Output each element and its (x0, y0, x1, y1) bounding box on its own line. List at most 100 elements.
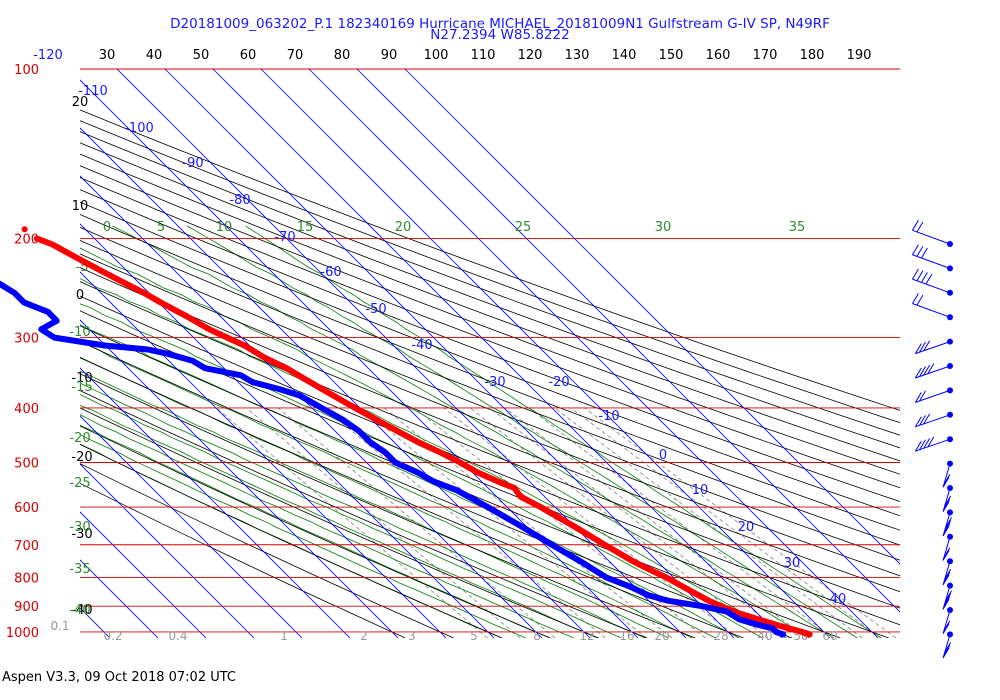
moist-adiabat-label: -35 (69, 562, 90, 577)
moist-adiabat-label: -30 (69, 520, 90, 535)
wind-barb (911, 220, 953, 247)
dry-adiabat-line (80, 120, 900, 424)
wind-barb (911, 268, 953, 296)
isotherm-line (164, 69, 735, 638)
moist-adiabat-line (80, 357, 693, 638)
pressure-tick-label: 700 (14, 539, 39, 554)
isotherm-label: -60 (320, 265, 341, 280)
mixing-ratio-line (554, 407, 863, 638)
moist-adiabat-top-label: 5 (157, 220, 165, 235)
top-temperature-tick: 70 (287, 48, 304, 63)
wind-barb (942, 509, 953, 537)
pressure-tick-label: 900 (14, 600, 39, 615)
mixing-ratio-label: 0.1 (50, 619, 69, 633)
mixing-ratio-line (360, 407, 647, 638)
dry-adiabat-line (80, 189, 900, 503)
pressure-tick-label: 200 (14, 232, 39, 247)
moist-adiabat-label: -20 (69, 431, 90, 446)
isotherm-label: -50 (365, 302, 386, 317)
moist-adiabat-line (186, 225, 858, 638)
isotherm-line (404, 69, 900, 565)
mixing-ratio-line (323, 407, 606, 638)
dry-adiabat-line (80, 153, 900, 462)
dry-adiabat-line (80, 253, 900, 577)
top-temperature-tick: 90 (381, 48, 398, 63)
moist-adiabat-line (80, 247, 811, 638)
top-temperature-tick: -120 (33, 48, 63, 63)
dry-adiabat-label: -20 (71, 450, 92, 465)
isotherm-label: 20 (738, 520, 755, 535)
wind-barb (914, 411, 953, 428)
moist-adiabat-line (80, 370, 669, 638)
dry-adiabat-line (80, 214, 900, 531)
moist-adiabat-line (80, 414, 574, 638)
moist-adiabat-label: -15 (71, 380, 92, 395)
mixing-ratio-label: 40 (757, 629, 772, 643)
dry-adiabat-line (80, 131, 900, 436)
pressure-tick-label: 100 (14, 63, 39, 78)
mixing-ratio-line (414, 407, 706, 638)
wind-barb (914, 338, 953, 355)
isotherm-line (260, 69, 831, 638)
dry-adiabat-line (80, 356, 744, 638)
dry-adiabat-line (80, 165, 900, 475)
moist-adiabat-label: -25 (69, 476, 90, 491)
dry-adiabat-label: -30 (71, 527, 92, 542)
mixing-ratio-label: 5 (470, 629, 478, 643)
mixing-ratio-line (246, 407, 521, 638)
mixing-ratio-line (383, 407, 673, 638)
wind-barb (942, 582, 953, 610)
dry-adiabat-line (80, 425, 551, 638)
moist-adiabat-label: -40 (69, 603, 90, 618)
dry-adiabat-label: 10 (72, 199, 89, 214)
mixing-ratio-line (470, 407, 768, 638)
mixing-ratio-label: 0.4 (168, 629, 187, 643)
top-temperature-tick: 80 (334, 48, 351, 63)
top-temperature-tick: 60 (240, 48, 257, 63)
wind-barb (911, 244, 953, 272)
wind-barb (911, 293, 953, 321)
dry-adiabat-line (80, 390, 648, 638)
moist-adiabat-label: -10 (69, 325, 90, 340)
top-temperature-tick: 160 (706, 48, 731, 63)
mixing-ratio-line (584, 407, 897, 638)
dry-adiabat-label: 0 (76, 288, 84, 303)
mixing-ratio-label: 8 (533, 629, 541, 643)
moist-adiabat-line (80, 341, 716, 638)
dry-adiabat-line (80, 463, 454, 638)
isotherm-line (212, 69, 783, 638)
chart-subtitle: N27.2394 W85.8222 (430, 27, 570, 43)
pressure-tick-label: 600 (14, 501, 39, 516)
mixing-ratio-label: 28 (713, 629, 728, 643)
isotherm-label: -30 (484, 375, 505, 390)
top-temperature-tick: 110 (471, 48, 496, 63)
dry-adiabat-line (80, 325, 841, 638)
dry-adiabat-line (80, 109, 900, 411)
wind-barb (942, 631, 953, 659)
mixing-ratio-label: 60 (822, 629, 837, 643)
top-temperature-tick: 100 (424, 48, 449, 63)
isotherm-line (80, 415, 303, 638)
isotherm-line (80, 463, 255, 638)
isotherm-label: -20 (548, 375, 569, 390)
mixing-ratio-label: 1 (280, 629, 288, 643)
mixing-ratio-label: 16 (619, 629, 634, 643)
moist-adiabat-line (245, 225, 882, 638)
mixing-ratio-line (489, 407, 790, 638)
mixing-ratio-line (528, 407, 834, 638)
temperature-top-point (21, 226, 28, 233)
dry-adiabat-line (80, 281, 900, 609)
moist-adiabat-line (80, 434, 526, 638)
dry-adiabat-line (80, 482, 406, 638)
dry-adiabat-line (80, 201, 900, 517)
top-temperature-tick: 130 (565, 48, 590, 63)
isotherm-label: -80 (229, 193, 250, 208)
moist-adiabat-top-label: 25 (515, 220, 532, 235)
wind-barb (942, 485, 953, 512)
top-temperature-tick: 190 (847, 48, 872, 63)
footer-version: Aspen V3.3, 09 Oct 2018 07:02 UTC (2, 670, 236, 685)
dewpoint-trace (0, 280, 787, 638)
wind-barb (914, 387, 953, 403)
top-temperature-tick: 40 (146, 48, 163, 63)
isotherm-label: -110 (78, 84, 108, 99)
